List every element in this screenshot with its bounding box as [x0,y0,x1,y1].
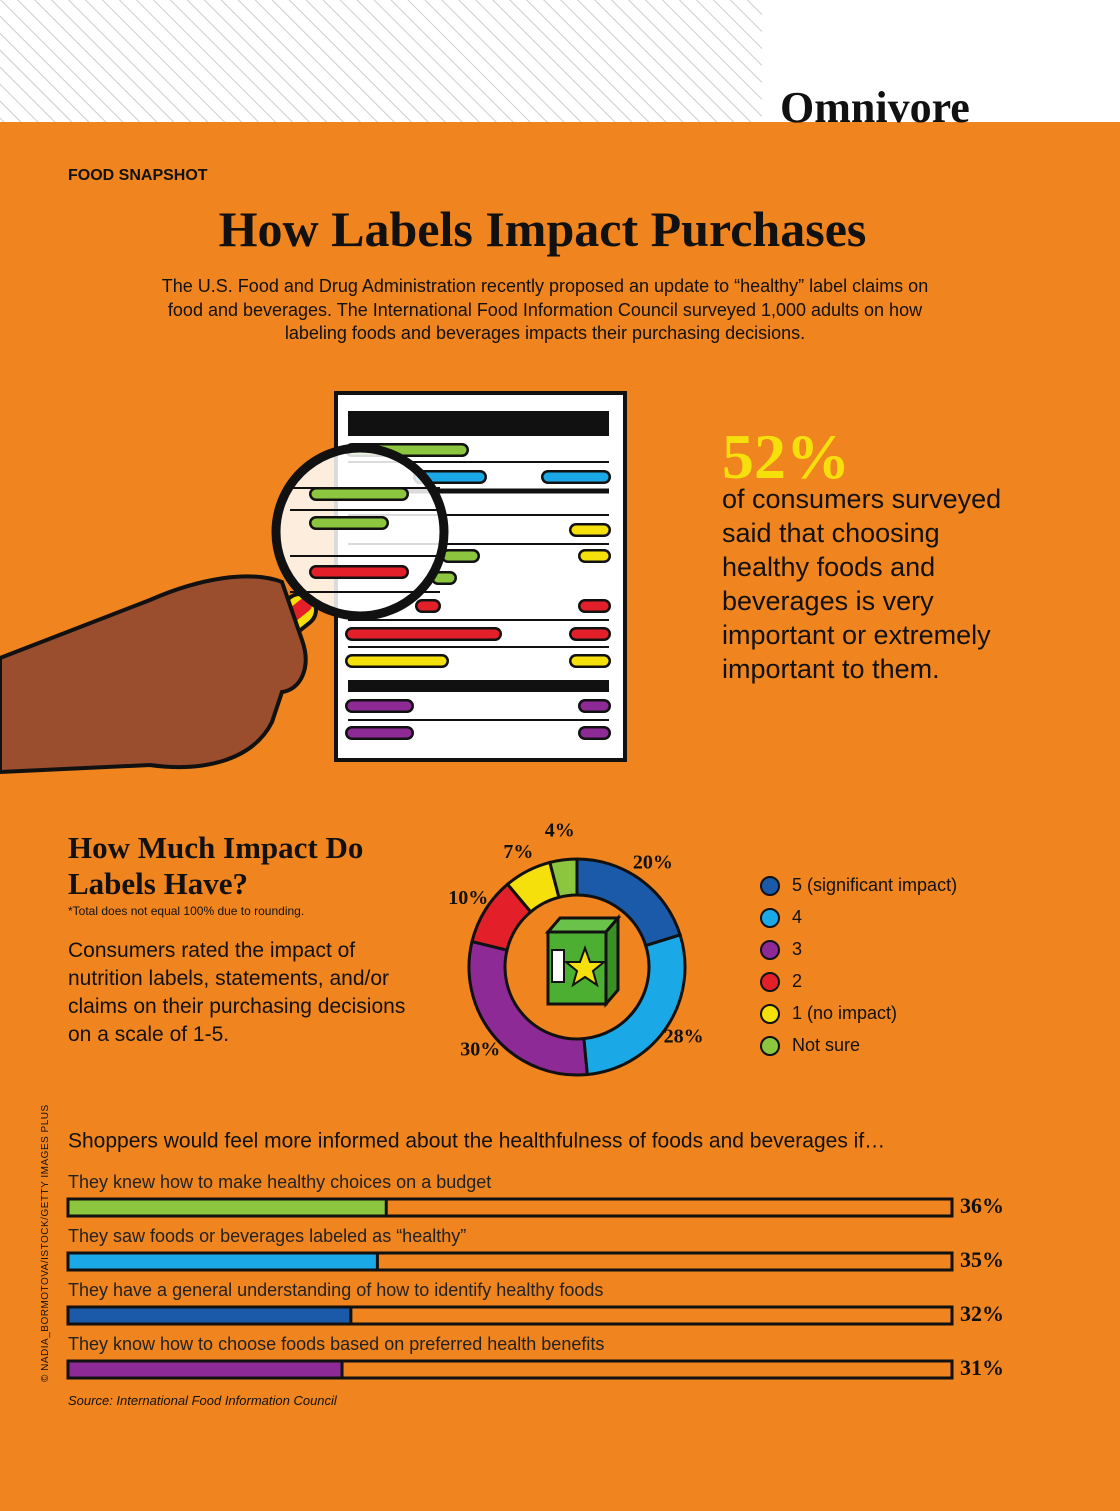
pie-note: *Total does not equal 100% due to roundi… [68,904,305,918]
legend-swatch [760,1036,780,1056]
legend-swatch [760,1004,780,1024]
pie-description: Consumers rated the impact of nutrition … [68,939,406,1046]
bar-label: They saw foods or beverages labeled as “… [68,1226,466,1246]
bar [66,1305,353,1326]
value-label: 36% [960,1193,1004,1218]
bar [66,1197,388,1218]
legend-label: 2 [792,971,802,991]
value-label: 10% [448,887,488,909]
donut-segment [548,857,579,900]
legend-label: 3 [792,939,802,959]
kicker: FOOD SNAPSHOT [68,167,208,184]
legend-label: 1 (no impact) [792,1003,897,1023]
legend-label: Not sure [792,1035,860,1055]
value-label: 28% [664,1025,704,1047]
title: How Labels Impact Purchases [218,201,867,257]
pie-title: How Much Impact Do Labels Have? [68,830,364,901]
legend-swatch [760,972,780,992]
value-label: 20% [633,852,673,874]
stat-value: 52% [722,421,850,492]
value-label: 30% [460,1038,500,1060]
value-label: 4% [545,820,575,842]
bar-label: They knew how to make healthy choices on… [68,1172,491,1192]
legend-label: 5 (significant impact) [792,875,957,895]
bar [66,1251,379,1272]
intro: The U.S. Food and Drug Administration re… [161,276,929,343]
section-name: Omnivore [780,82,970,133]
value-label: 7% [503,841,533,863]
cereal-box [544,913,622,1009]
value-label: 32% [960,1301,1004,1326]
legend-label: 4 [792,907,802,927]
legend-swatch [760,908,780,928]
legend-swatch [760,876,780,896]
credit: © NADIA_BORMOTOVA/ISTOCK/GETTY IMAGES PL… [40,1104,51,1382]
source: Source: International Food Information C… [68,1393,337,1408]
value-label: 31% [960,1355,1004,1380]
header-box [762,0,1120,122]
section-text: Omnivore [780,83,970,132]
bar-chart-title: Shoppers would feel more informed about … [68,1130,885,1153]
stat-text: of consumers surveyed said that choosing… [722,484,1002,684]
bar [66,1359,344,1380]
legend-swatch [760,940,780,960]
bar-label: They know how to choose foods based on p… [68,1334,604,1354]
hand [0,443,449,775]
bar-label: They have a general understanding of how… [68,1280,603,1300]
value-label: 35% [960,1247,1004,1272]
